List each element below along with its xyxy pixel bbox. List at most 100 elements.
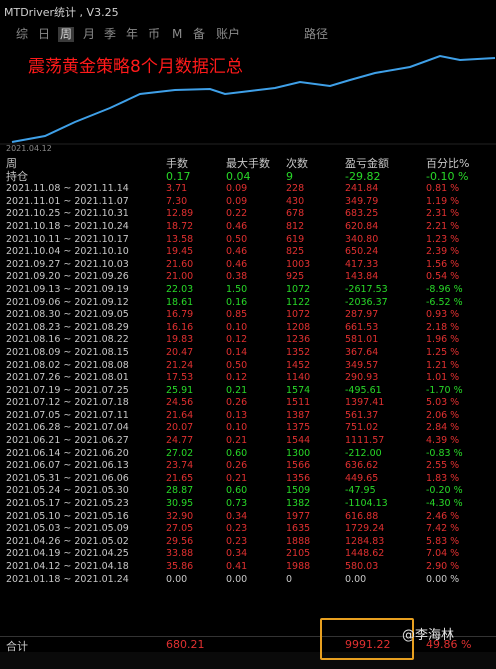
cell-period: 2021.06.14 ~ 2021.06.20 (6, 447, 129, 459)
table-row[interactable]: 2021.05.31 ~ 2021.06.06 21.65 0.21 1356 449.… (0, 473, 496, 486)
cell-count: 678 (286, 208, 305, 220)
cell-lots: 30.95 (166, 498, 194, 510)
table-row[interactable]: 2021.10.25 ~ 2021.10.31 12.89 0.22 678 683.2… (0, 208, 496, 221)
cell-count: 1352 (286, 346, 311, 358)
header-count[interactable]: 次数 (286, 157, 308, 170)
cell-max: 0.22 (226, 208, 248, 220)
table-row[interactable]: 2021.07.26 ~ 2021.08.01 17.53 0.12 1140 290.… (0, 372, 496, 385)
table-row[interactable]: 2021.10.18 ~ 2021.10.24 18.72 0.46 812 620.8… (0, 221, 496, 234)
cell-pct: 2.06 % (426, 409, 460, 421)
tab-currency[interactable]: 币 (148, 27, 161, 41)
cell-period: 2021.04.12 ~ 2021.04.18 (6, 561, 129, 572)
table-row[interactable]: 2021.08.23 ~ 2021.08.29 16.16 0.10 1208 661.… (0, 322, 496, 335)
table-row[interactable]: 2021.10.04 ~ 2021.10.10 19.45 0.46 825 650.2… (0, 246, 496, 259)
cell-pct: 1.23 % (426, 233, 460, 245)
tab-day[interactable]: 日 (38, 27, 51, 41)
tab-week[interactable]: 周 (58, 27, 75, 42)
table-row[interactable]: 2021.07.12 ~ 2021.07.18 24.56 0.26 1511 1397… (0, 397, 496, 410)
tab-m[interactable]: M (172, 27, 183, 41)
bottom-bar (0, 652, 496, 669)
cell-max: 0.16 (226, 296, 248, 308)
highlight-box (320, 618, 414, 660)
cell-count: 228 (286, 183, 305, 195)
cell-lots: 21.60 (166, 258, 194, 270)
cell-lots: 0.00 (166, 573, 188, 585)
table-row[interactable]: 2021.10.11 ~ 2021.10.17 13.58 0.50 619 340.8… (0, 234, 496, 247)
tab-bar: 综 日 周 月 季 年 币 M 备 账户 路径 (0, 22, 496, 44)
header-period[interactable]: 周 (6, 157, 17, 170)
table-row[interactable]: 2021.08.30 ~ 2021.09.05 16.79 0.85 1072 287.… (0, 309, 496, 322)
table-row[interactable]: 2021.05.03 ~ 2021.05.09 27.05 0.23 1635 1729… (0, 523, 496, 536)
tab-path[interactable]: 路径 (304, 27, 329, 41)
header-lots[interactable]: 手数 (166, 157, 188, 170)
cell-pct: 1.56 % (426, 258, 460, 270)
table-row[interactable]: 2021.06.07 ~ 2021.06.13 23.74 0.26 1566 636.… (0, 460, 496, 473)
cell-lots: 12.89 (166, 208, 194, 220)
app-title: MTDriver统计 , V3.25 (4, 6, 119, 19)
cell-period: 2021.09.13 ~ 2021.09.19 (6, 283, 129, 295)
table-row[interactable]: 2021.09.06 ~ 2021.09.12 18.61 0.16 1122 -203… (0, 297, 496, 310)
cell-max: 0.38 (226, 271, 248, 283)
cell-count: 1382 (286, 498, 311, 510)
header-max-lots[interactable]: 最大手数 (226, 157, 270, 170)
table-row[interactable]: 2021.04.26 ~ 2021.05.02 29.56 0.23 1888 1284… (0, 536, 496, 549)
cell-period: 2021.08.02 ~ 2021.08.08 (6, 359, 129, 371)
cell-period: 2021.05.10 ~ 2021.05.16 (6, 510, 129, 522)
header-profit[interactable]: 盈亏金额 (345, 157, 389, 170)
cell-count: 1122 (286, 296, 311, 308)
cell-max: 0.50 (226, 359, 248, 371)
table-row[interactable]: 2021.08.02 ~ 2021.08.08 21.24 0.50 1452 349.… (0, 360, 496, 373)
table-row[interactable]: 2021.05.24 ~ 2021.05.30 28.87 0.60 1509 -47.… (0, 485, 496, 498)
table-row[interactable]: 2021.11.01 ~ 2021.11.07 7.30 0.09 430 349.79… (0, 196, 496, 209)
cell-period: 2021.11.08 ~ 2021.11.14 (6, 183, 129, 195)
cell-period: 2021.05.17 ~ 2021.05.23 (6, 498, 129, 510)
tab-month[interactable]: 月 (83, 27, 96, 41)
cell-lots: 19.83 (166, 334, 194, 346)
table-row[interactable]: 2021.06.21 ~ 2021.06.27 24.77 0.21 1544 1111… (0, 435, 496, 448)
cell-pct: 7.42 % (426, 523, 460, 535)
cell-pl: -212.00 (345, 447, 382, 459)
holding-pct: -0.10 % (426, 169, 469, 183)
cell-pl: 1111.57 (345, 435, 385, 447)
table-row[interactable]: 2021.09.27 ~ 2021.10.03 21.60 0.46 1003 417.… (0, 259, 496, 272)
table-row[interactable]: 2021.01.18 ~ 2021.01.24 0.00 0.00 0 0.00 0.00… (0, 574, 496, 587)
cell-pct: 0.81 % (426, 183, 460, 195)
cell-pl: 1397.41 (345, 397, 385, 409)
cell-period: 2021.10.11 ~ 2021.10.17 (6, 233, 129, 245)
cell-count: 1387 (286, 409, 311, 421)
header-percent[interactable]: 百分比% (426, 157, 470, 170)
tab-year[interactable]: 年 (126, 27, 139, 41)
cell-period: 2021.09.06 ~ 2021.09.12 (6, 296, 129, 308)
table-row[interactable]: 2021.08.09 ~ 2021.08.15 20.47 0.14 1352 367.… (0, 347, 496, 360)
cell-pl: -495.61 (345, 384, 382, 396)
cell-lots: 27.05 (166, 523, 194, 535)
table-row[interactable]: 2021.06.14 ~ 2021.06.20 27.02 0.60 1300 -212… (0, 448, 496, 461)
table-row[interactable]: 2021.09.20 ~ 2021.09.26 21.00 0.38 925 143.8… (0, 271, 496, 284)
tab-note[interactable]: 备 (193, 27, 206, 41)
table-row[interactable]: 2021.09.13 ~ 2021.09.19 22.03 1.50 1072 -261… (0, 284, 496, 297)
cell-pct: -8.96 % (426, 283, 463, 295)
cell-lots: 23.74 (166, 460, 194, 472)
cell-count: 619 (286, 233, 305, 245)
table-row[interactable]: 2021.04.19 ~ 2021.04.25 33.88 0.34 2105 1448… (0, 548, 496, 561)
table-row[interactable]: 2021.11.08 ~ 2021.11.14 3.71 0.09 228 241.84… (0, 183, 496, 196)
table-row[interactable]: 2021.07.19 ~ 2021.07.25 25.91 0.21 1574 -495… (0, 385, 496, 398)
cell-pct: 0.93 % (426, 309, 460, 321)
table-row[interactable]: 2021.05.17 ~ 2021.05.23 30.95 0.73 1382 -110… (0, 498, 496, 511)
total-lots: 680.21 (166, 638, 205, 651)
table-row[interactable]: 2021.05.10 ~ 2021.05.16 32.90 0.34 1977 616.… (0, 511, 496, 524)
table-row[interactable]: 2021.06.28 ~ 2021.07.04 20.07 0.10 1375 751.… (0, 422, 496, 435)
table-row[interactable]: 2021.07.05 ~ 2021.07.11 21.64 0.13 1387 561.… (0, 410, 496, 423)
cell-max: 0.85 (226, 309, 248, 321)
cell-max: 0.12 (226, 334, 248, 346)
table-row[interactable]: 2021.04.12 ~ 2021.04.18 35.86 0.41 1988 580.… (0, 561, 496, 574)
cell-pl: -47.95 (345, 485, 376, 497)
tab-quarter[interactable]: 季 (104, 27, 117, 41)
tab-account[interactable]: 账户 (216, 27, 241, 41)
cell-pl: 661.53 (345, 321, 379, 333)
tab-overview[interactable]: 综 (16, 27, 29, 41)
holding-label: 持仓 (6, 169, 28, 183)
cell-pl: -2036.37 (345, 296, 388, 308)
table-row[interactable]: 2021.08.16 ~ 2021.08.22 19.83 0.12 1236 581.… (0, 334, 496, 347)
total-pct: 49.86 % (426, 638, 472, 651)
